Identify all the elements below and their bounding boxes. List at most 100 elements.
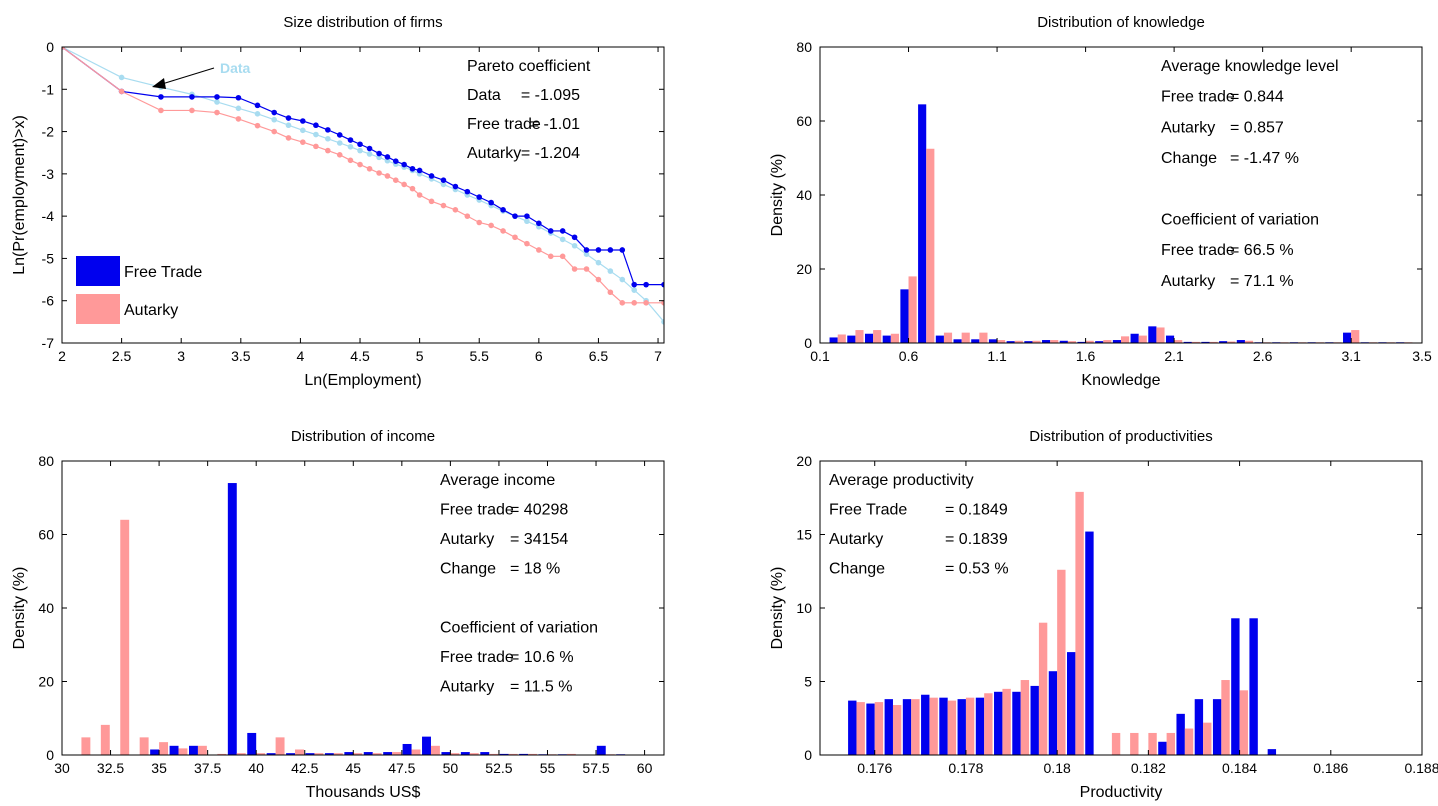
x-tick-label: 3.5 xyxy=(231,348,251,364)
y-tick-label: 60 xyxy=(38,527,54,543)
bar-free_trade xyxy=(1085,531,1094,755)
x-tick-label: 1.1 xyxy=(987,348,1007,364)
bar-autarky xyxy=(314,753,324,755)
y-tick-label: 0 xyxy=(46,39,54,55)
bar-free_trade xyxy=(519,753,529,755)
chart-knowledge: Distribution of knowledge 0.1 0.6 1.1 1.6 2.1… xyxy=(769,14,1432,389)
series-point-autarky xyxy=(366,165,373,172)
bar-autarky xyxy=(1244,340,1254,343)
series-point-free_trade xyxy=(512,213,518,219)
chart-size: Size distribution of firms 2 2.5 3 3.5 4 4.5 5 5… xyxy=(11,14,665,389)
bar-autarky xyxy=(856,702,865,755)
series-point-free_trade xyxy=(235,94,242,101)
bar-autarky xyxy=(1191,341,1200,343)
y-tick-label: -2 xyxy=(42,124,55,140)
bar-autarky xyxy=(1002,688,1011,755)
bar-free_trade xyxy=(499,753,509,755)
bar-autarky xyxy=(855,330,864,343)
series-point-free_trade xyxy=(214,94,220,100)
y-tick-label: -6 xyxy=(42,293,55,309)
x-tick-label: 47.5 xyxy=(388,760,415,776)
x-tick-label: 2 xyxy=(58,348,66,364)
x-tick-label: 5.5 xyxy=(469,348,489,364)
plot-body xyxy=(62,47,664,325)
bar-free_trade xyxy=(383,752,393,755)
y-tick-label: 0 xyxy=(804,335,812,351)
series-point-free_trade xyxy=(595,247,602,253)
bar-free_trade xyxy=(1112,340,1121,343)
bar-free_trade xyxy=(864,333,874,343)
series-point-autarky xyxy=(313,143,319,150)
series-point-autarky xyxy=(214,109,220,116)
annotation-label: Change xyxy=(440,561,496,578)
plot-body xyxy=(81,483,626,755)
series-point-data xyxy=(524,218,530,225)
bar-autarky xyxy=(139,737,149,755)
bar-free_trade xyxy=(939,697,948,755)
x-tick-label: 0.184 xyxy=(1222,760,1257,776)
bar-autarky xyxy=(528,753,537,755)
bar-autarky xyxy=(411,749,421,755)
bar-autarky xyxy=(874,702,884,755)
bar-free_trade xyxy=(975,697,985,755)
x-axis-label: Thousands US$ xyxy=(306,784,421,801)
bar-free_trade xyxy=(866,703,875,755)
x-tick-label: 6.5 xyxy=(589,348,609,364)
bar-free_trade xyxy=(189,745,198,755)
series-point-data xyxy=(366,151,373,157)
annotation-label: Autarky xyxy=(467,145,521,162)
series-point-autarky xyxy=(158,107,164,114)
annotation-value: = 0.1849 xyxy=(945,502,1008,519)
series-point-autarky xyxy=(254,122,261,129)
y-axis-label: Density (%) xyxy=(11,567,28,650)
series-point-free_trade xyxy=(476,194,483,200)
bar-free_trade xyxy=(884,699,893,755)
bar-autarky xyxy=(430,745,440,755)
bar-autarky xyxy=(100,724,110,755)
bar-autarky xyxy=(1067,341,1077,343)
bar-free_trade xyxy=(882,335,891,343)
bar-autarky xyxy=(1209,341,1218,343)
bar-autarky xyxy=(469,753,479,755)
series-point-autarky xyxy=(643,300,649,306)
bar-autarky xyxy=(1227,341,1236,343)
series-point-data xyxy=(619,276,626,283)
annotation-value: = 18 % xyxy=(510,561,560,578)
axes-frame xyxy=(61,460,665,756)
series-point-autarky xyxy=(118,88,125,95)
series-point-autarky xyxy=(631,300,637,306)
plot-body xyxy=(829,104,1413,343)
bar-autarky xyxy=(1174,340,1183,343)
series-point-free_trade xyxy=(536,220,542,227)
series-point-free_trade xyxy=(392,158,399,164)
bar-free_trade xyxy=(1236,340,1245,343)
series-point-autarky xyxy=(416,192,423,198)
bar-free_trade xyxy=(918,104,927,343)
annotation-label: Autarky xyxy=(829,531,883,548)
series-point-autarky xyxy=(235,116,242,122)
bar-autarky xyxy=(1050,340,1059,343)
bar-free_trade xyxy=(1231,618,1240,755)
series-point-data xyxy=(118,74,125,81)
bar-autarky xyxy=(178,748,188,755)
x-tick-label: 37.5 xyxy=(194,760,221,776)
bar-autarky xyxy=(1057,569,1066,755)
series-point-free_trade xyxy=(607,247,614,253)
axes-frame xyxy=(61,46,665,344)
series-point-free_trade xyxy=(401,161,407,168)
y-axis-label: Ln(Pr(employment)>x) xyxy=(11,115,28,275)
bar-free_trade xyxy=(227,483,237,755)
x-tick-label: 3 xyxy=(177,348,185,364)
series-point-free_trade xyxy=(347,137,354,143)
y-tick-label: 10 xyxy=(796,600,812,616)
bar-autarky xyxy=(275,737,285,755)
bar-free_trade xyxy=(441,752,451,755)
bar-autarky xyxy=(197,745,207,755)
annotation-label: Coefficient of variation xyxy=(440,620,598,637)
bar-free_trade xyxy=(1077,341,1086,343)
bar-autarky xyxy=(489,753,499,755)
series-point-data xyxy=(325,135,331,142)
bar-autarky xyxy=(1130,732,1139,755)
bar-autarky xyxy=(984,693,993,755)
series-point-data xyxy=(607,268,614,274)
